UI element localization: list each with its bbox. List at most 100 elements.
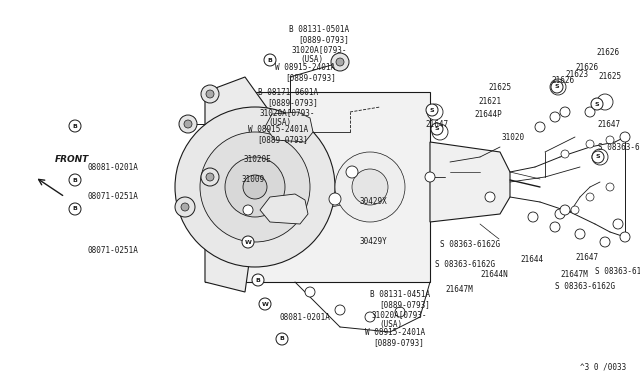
Circle shape [550, 112, 560, 122]
Text: [0889-0793]: [0889-0793] [285, 73, 336, 82]
Circle shape [535, 122, 545, 132]
Circle shape [620, 232, 630, 242]
Polygon shape [430, 142, 510, 222]
Circle shape [606, 136, 614, 144]
Text: 30429Y: 30429Y [360, 237, 388, 246]
Text: 21644N: 21644N [480, 270, 508, 279]
Text: S 08363-6162G: S 08363-6162G [595, 267, 640, 276]
Text: 08071-0251A: 08071-0251A [87, 192, 138, 201]
Circle shape [431, 123, 443, 135]
Text: (USA): (USA) [379, 320, 402, 329]
Circle shape [425, 172, 435, 182]
Text: 21647: 21647 [575, 253, 598, 262]
Circle shape [395, 307, 405, 317]
Text: S: S [596, 154, 600, 160]
Circle shape [571, 206, 579, 214]
Text: 31020E: 31020E [243, 155, 271, 164]
Text: B: B [72, 206, 77, 212]
Circle shape [305, 287, 315, 297]
Polygon shape [205, 92, 430, 282]
Circle shape [346, 166, 358, 178]
Circle shape [592, 151, 604, 163]
Circle shape [336, 58, 344, 66]
Circle shape [426, 104, 438, 116]
Text: W 08915-2401A: W 08915-2401A [248, 125, 308, 134]
Text: (USA): (USA) [300, 55, 323, 64]
Text: 21621: 21621 [478, 97, 501, 106]
Circle shape [613, 219, 623, 229]
Text: B 08171-0601A: B 08171-0601A [258, 88, 318, 97]
Text: 30429X: 30429X [360, 197, 388, 206]
Text: FRONT: FRONT [55, 155, 89, 164]
Circle shape [592, 149, 608, 165]
Circle shape [591, 98, 603, 110]
Text: S 08363-6162G: S 08363-6162G [440, 240, 500, 249]
Text: ^3 0 /0033: ^3 0 /0033 [580, 362, 627, 371]
Text: 21644P: 21644P [474, 110, 502, 119]
Text: S 08363-6162G: S 08363-6162G [598, 143, 640, 152]
Circle shape [175, 197, 195, 217]
Circle shape [555, 209, 565, 219]
Circle shape [69, 174, 81, 186]
Circle shape [432, 124, 448, 140]
Circle shape [243, 205, 253, 215]
Circle shape [179, 115, 197, 133]
Circle shape [575, 229, 585, 239]
Text: W: W [244, 240, 252, 244]
Text: 08081-0201A: 08081-0201A [87, 163, 138, 172]
Circle shape [561, 150, 569, 158]
Circle shape [550, 222, 560, 232]
Text: 31020A[0793-: 31020A[0793- [291, 45, 346, 54]
Text: 21647: 21647 [425, 120, 448, 129]
Text: S: S [429, 108, 435, 112]
Circle shape [201, 168, 219, 186]
Text: B: B [72, 177, 77, 183]
Circle shape [69, 203, 81, 215]
Text: W 08915-2401A: W 08915-2401A [365, 328, 425, 337]
Text: S 08363-6162G: S 08363-6162G [435, 260, 495, 269]
Circle shape [264, 54, 276, 66]
Circle shape [560, 205, 570, 215]
Circle shape [335, 305, 345, 315]
Circle shape [586, 140, 594, 148]
Text: 21644: 21644 [520, 255, 543, 264]
Polygon shape [260, 194, 308, 224]
Text: 21647: 21647 [597, 120, 620, 129]
Circle shape [586, 193, 594, 201]
Text: 31009: 31009 [242, 175, 265, 184]
Circle shape [606, 183, 614, 191]
Circle shape [600, 237, 610, 247]
Circle shape [427, 104, 443, 120]
Text: 31020: 31020 [502, 133, 525, 142]
Circle shape [175, 107, 335, 267]
Text: 21625: 21625 [598, 72, 621, 81]
Circle shape [585, 107, 595, 117]
Text: W: W [262, 301, 268, 307]
Circle shape [184, 120, 192, 128]
Circle shape [335, 152, 405, 222]
Text: 21647M: 21647M [560, 270, 588, 279]
Circle shape [597, 94, 613, 110]
Circle shape [365, 312, 375, 322]
Text: (USA): (USA) [268, 118, 291, 127]
Circle shape [242, 236, 254, 248]
Circle shape [181, 203, 189, 211]
Text: B: B [280, 337, 284, 341]
Text: [0889-0793]: [0889-0793] [379, 300, 430, 309]
Text: 08071-0251A: 08071-0251A [87, 246, 138, 255]
Text: 21625: 21625 [488, 83, 511, 92]
Text: 21626: 21626 [551, 76, 574, 85]
Circle shape [329, 193, 341, 205]
Text: B 08131-0501A: B 08131-0501A [289, 25, 349, 34]
Circle shape [200, 132, 310, 242]
Text: S: S [555, 84, 559, 90]
Text: [0889-0793]: [0889-0793] [373, 338, 424, 347]
Circle shape [485, 192, 495, 202]
Text: S: S [595, 102, 599, 106]
Text: W 08915-2401A: W 08915-2401A [275, 63, 335, 72]
Text: 31020A[0793-: 31020A[0793- [372, 310, 428, 319]
Text: B: B [72, 124, 77, 128]
Circle shape [206, 90, 214, 98]
Circle shape [331, 53, 349, 71]
Circle shape [206, 173, 214, 181]
